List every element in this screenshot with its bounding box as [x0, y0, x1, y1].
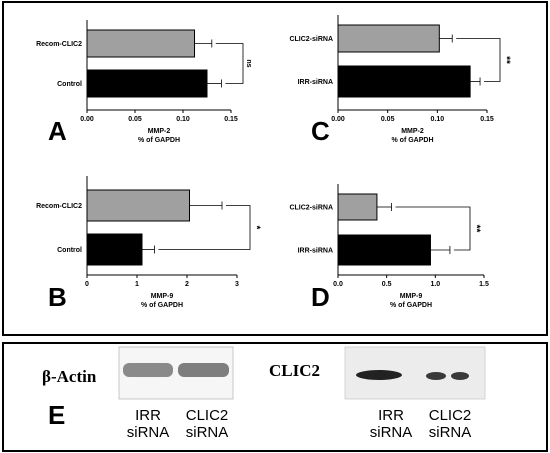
category-label: CLIC2-siRNA — [289, 205, 333, 212]
x-tick-label: 0.10 — [176, 116, 190, 123]
category-label: Control — [57, 247, 82, 254]
significance-label: * — [250, 226, 261, 230]
x-tick-label: 0.5 — [382, 281, 392, 288]
x-tick-label: 0.15 — [480, 116, 494, 123]
bar — [337, 24, 440, 53]
x-tick-label: 0.15 — [224, 116, 238, 123]
significance-label: ** — [470, 225, 481, 233]
bar — [86, 189, 190, 222]
bar — [86, 233, 143, 266]
clic2-lane2-label-1: CLIC2 — [429, 407, 472, 424]
panel-letter-e: E — [48, 400, 65, 430]
significance-bracket — [456, 38, 501, 82]
x-axis-label-units: % of GAPDH — [392, 137, 434, 144]
category-label: IRR-siRNA — [298, 248, 333, 255]
x-tick-label: 2 — [185, 281, 189, 288]
bar — [337, 234, 431, 266]
x-tick-label: 0 — [85, 281, 89, 288]
actin-lane1-label-2: siRNA — [127, 424, 170, 441]
chart-mmp9-sirna: 0.0 0.5 1.0 1.5 CLIC2-siRNA IRR-siRNA ** MMP-9%… — [289, 184, 489, 309]
significance-bracket — [395, 206, 471, 251]
x-tick-label: 1 — [135, 281, 139, 288]
actin-blot-title: β-Actin — [42, 367, 97, 386]
x-tick-label: 0.0 — [333, 281, 343, 288]
panel-letter-b: B — [48, 282, 67, 312]
category-label: Recom-CLIC2 — [36, 41, 82, 48]
clic2-lane1-label-2: siRNA — [370, 424, 413, 441]
clic2-band-lane2b — [451, 372, 469, 380]
x-axis-label: MMP-2 — [401, 128, 424, 135]
actin-band-lane2 — [178, 363, 229, 377]
panel-letter-a: A — [48, 116, 67, 146]
bar — [337, 193, 378, 221]
bar — [337, 65, 471, 98]
actin-lane2-label-1: CLIC2 — [186, 407, 229, 424]
top-frame — [2, 1, 548, 336]
x-axis-label-units: % of GAPDH — [390, 302, 432, 309]
panel-letter-d: D — [311, 282, 330, 312]
x-axis-label: MMP-9 — [151, 293, 174, 300]
chart-mmp2-recom: 0.00 0.05 0.10 0.15 Recom-CLIC2 Control ns MMP-… — [36, 20, 252, 144]
x-axis-label: MMP-2 — [148, 128, 171, 135]
category-label: CLIC2-siRNA — [289, 36, 333, 43]
x-tick-label: 0.00 — [80, 116, 94, 123]
x-tick-label: 0.10 — [431, 116, 445, 123]
x-axis-label: MMP-9 — [400, 293, 423, 300]
clic2-lane2-label-2: siRNA — [429, 424, 472, 441]
significance-bracket — [158, 205, 251, 250]
significance-bracket — [215, 43, 244, 84]
actin-lane2-label-2: siRNA — [186, 424, 229, 441]
category-label: Recom-CLIC2 — [36, 203, 82, 210]
x-tick-label: 1.5 — [479, 281, 489, 288]
x-axis-label-units: % of GAPDH — [141, 302, 183, 309]
bar — [86, 29, 196, 58]
x-axis-label-units: % of GAPDH — [138, 137, 180, 144]
chart-mmp9-recom: 0 1 2 3 Recom-CLIC2 Control * MMP-9 % of GAPDH — [36, 176, 261, 309]
clic2-lane1-label-1: IRR — [378, 407, 404, 424]
panel-letter-c: C — [311, 116, 330, 146]
x-tick-label: 0.00 — [331, 116, 345, 123]
bottom-frame — [2, 342, 548, 452]
significance-label: ** — [500, 56, 511, 64]
chart-mmp2-sirna: 0.00 0.05 0.10 0.15 CLIC2-siRNA IRR-siRNA ** MM… — [289, 15, 511, 144]
actin-band-lane1 — [123, 363, 173, 377]
actin-lane1-label-1: IRR — [135, 407, 161, 424]
category-label: IRR-siRNA — [298, 79, 333, 86]
x-tick-label: 0.05 — [128, 116, 142, 123]
x-tick-label: 3 — [235, 281, 239, 288]
clic2-band-lane1 — [356, 370, 402, 380]
bar — [86, 69, 208, 98]
significance-label: ns — [245, 59, 252, 67]
clic2-blot-title: CLIC2 — [269, 361, 320, 380]
x-tick-label: 1.0 — [430, 281, 440, 288]
x-tick-label: 0.05 — [381, 116, 395, 123]
clic2-band-lane2a — [426, 372, 446, 380]
category-label: Control — [57, 81, 82, 88]
